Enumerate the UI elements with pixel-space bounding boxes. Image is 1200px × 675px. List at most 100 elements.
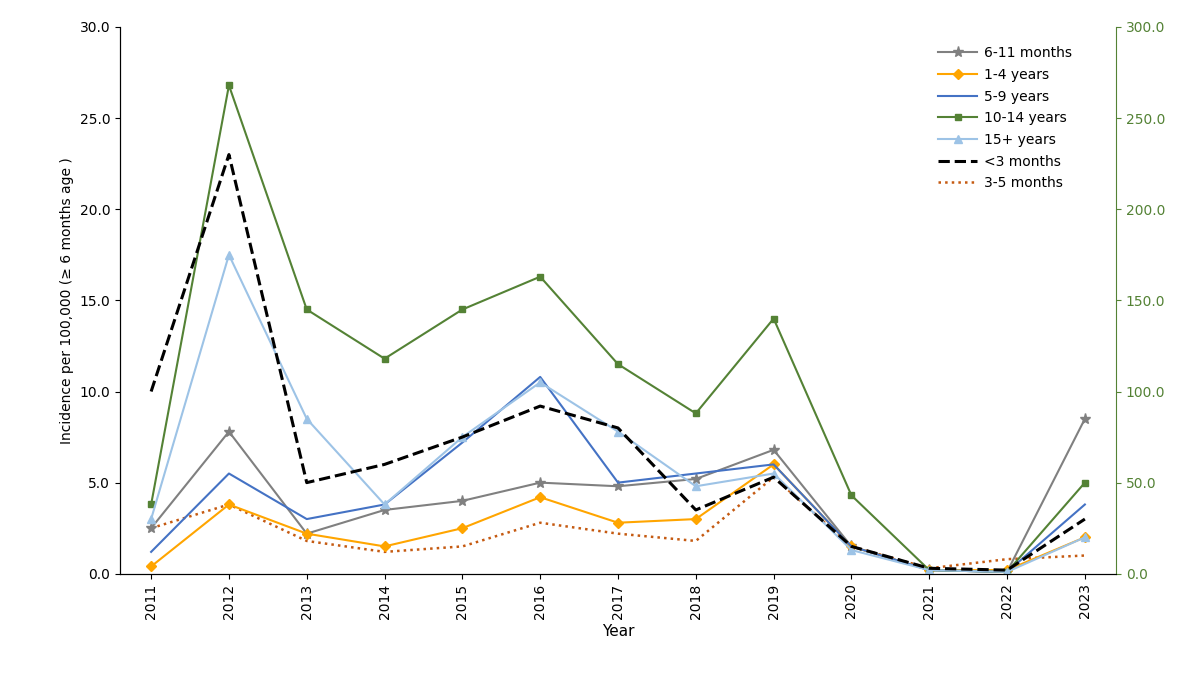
1-4 years: [767, 460, 781, 468]
10-14 years: [300, 305, 314, 313]
<3 months: [689, 506, 703, 514]
Line: 15+ years: 15+ years: [146, 250, 1090, 576]
<3 months: [300, 479, 314, 487]
10-14 years: [1078, 479, 1092, 487]
3-5 months: [767, 473, 781, 481]
6-11 months: [845, 543, 859, 551]
3-5 months: [533, 518, 547, 526]
<3 months: [1078, 515, 1092, 523]
3-5 months: [922, 564, 936, 572]
6-11 months: [611, 482, 625, 490]
10-14 years: [689, 409, 703, 417]
1-4 years: [377, 543, 391, 551]
5-9 years: [300, 515, 314, 523]
6-11 months: [922, 566, 936, 574]
1-4 years: [689, 515, 703, 523]
<3 months: [533, 402, 547, 410]
1-4 years: [222, 500, 236, 508]
Y-axis label: Incidence per 100,000 (≥ 6 months age ): Incidence per 100,000 (≥ 6 months age ): [60, 157, 74, 443]
<3 months: [377, 460, 391, 468]
6-11 months: [1078, 414, 1092, 423]
Line: 10-14 years: 10-14 years: [148, 82, 1088, 575]
5-9 years: [533, 373, 547, 381]
3-5 months: [222, 500, 236, 508]
5-9 years: [1078, 500, 1092, 508]
<3 months: [1000, 566, 1014, 574]
5-9 years: [1000, 568, 1014, 576]
1-4 years: [144, 562, 158, 570]
10-14 years: [922, 566, 936, 574]
<3 months: [222, 151, 236, 159]
15+ years: [611, 427, 625, 435]
<3 months: [611, 424, 625, 432]
<3 months: [845, 543, 859, 551]
6-11 months: [455, 497, 469, 505]
X-axis label: Year: Year: [601, 624, 635, 639]
6-11 months: [767, 446, 781, 454]
1-4 years: [1078, 533, 1092, 541]
3-5 months: [300, 537, 314, 545]
15+ years: [1000, 568, 1014, 576]
3-5 months: [611, 530, 625, 538]
15+ years: [377, 500, 391, 508]
15+ years: [767, 470, 781, 478]
5-9 years: [144, 548, 158, 556]
1-4 years: [611, 518, 625, 526]
Line: 6-11 months: 6-11 months: [145, 413, 1091, 578]
1-4 years: [300, 530, 314, 538]
3-5 months: [144, 524, 158, 532]
10-14 years: [767, 315, 781, 323]
<3 months: [144, 387, 158, 396]
6-11 months: [222, 427, 236, 435]
10-14 years: [533, 273, 547, 281]
10-14 years: [222, 81, 236, 89]
15+ years: [1078, 533, 1092, 541]
1-4 years: [1000, 566, 1014, 574]
15+ years: [922, 566, 936, 574]
10-14 years: [611, 360, 625, 369]
<3 months: [767, 473, 781, 481]
Line: 3-5 months: 3-5 months: [151, 477, 1085, 568]
5-9 years: [455, 439, 469, 447]
5-9 years: [767, 460, 781, 468]
Line: 1-4 years: 1-4 years: [148, 461, 1088, 574]
3-5 months: [1000, 555, 1014, 563]
15+ years: [845, 546, 859, 554]
10-14 years: [377, 354, 391, 362]
<3 months: [922, 564, 936, 572]
6-11 months: [533, 479, 547, 487]
1-4 years: [533, 493, 547, 502]
6-11 months: [1000, 568, 1014, 576]
15+ years: [533, 378, 547, 386]
10-14 years: [1000, 568, 1014, 576]
15+ years: [144, 515, 158, 523]
3-5 months: [455, 543, 469, 551]
10-14 years: [455, 305, 469, 313]
1-4 years: [455, 524, 469, 532]
3-5 months: [845, 543, 859, 551]
10-14 years: [144, 500, 158, 508]
5-9 years: [222, 470, 236, 478]
6-11 months: [377, 506, 391, 514]
Line: 5-9 years: 5-9 years: [151, 377, 1085, 572]
1-4 years: [922, 566, 936, 574]
3-5 months: [377, 548, 391, 556]
5-9 years: [845, 543, 859, 551]
1-4 years: [845, 543, 859, 551]
15+ years: [689, 482, 703, 490]
3-5 months: [1078, 551, 1092, 560]
Line: <3 months: <3 months: [151, 155, 1085, 570]
Legend: 6-11 months, 1-4 years, 5-9 years, 10-14 years, 15+ years, <3 months, 3-5 months: 6-11 months, 1-4 years, 5-9 years, 10-14…: [931, 39, 1079, 197]
5-9 years: [611, 479, 625, 487]
5-9 years: [922, 566, 936, 574]
6-11 months: [689, 475, 703, 483]
10-14 years: [845, 491, 859, 500]
15+ years: [455, 433, 469, 441]
15+ years: [300, 414, 314, 423]
6-11 months: [144, 524, 158, 532]
5-9 years: [689, 470, 703, 478]
6-11 months: [300, 530, 314, 538]
<3 months: [455, 433, 469, 441]
15+ years: [222, 251, 236, 259]
3-5 months: [689, 537, 703, 545]
